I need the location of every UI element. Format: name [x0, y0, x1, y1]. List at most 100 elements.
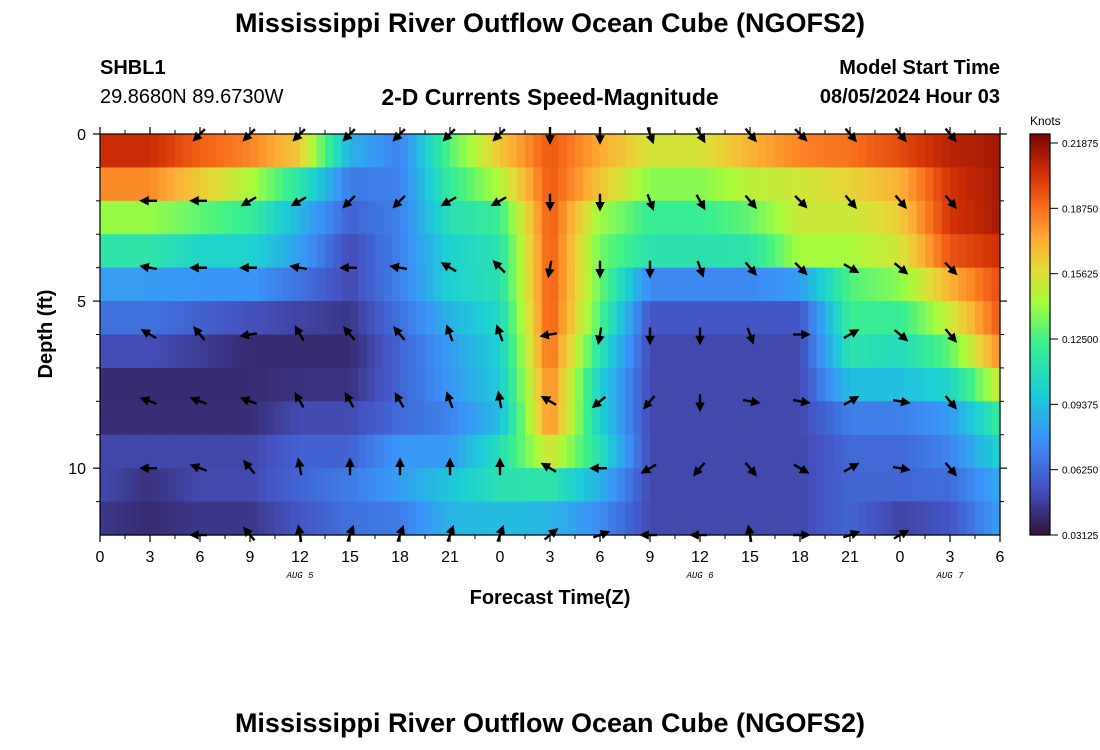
heatmap-cell: [208, 267, 218, 302]
heatmap-cell: [725, 501, 734, 536]
heatmap-cell: [375, 234, 384, 269]
heatmap-cell: [858, 134, 868, 169]
heatmap-cell: [666, 501, 676, 536]
heatmap-cell: [716, 167, 726, 202]
heatmap-cell: [133, 334, 143, 369]
heatmap-cell: [566, 167, 576, 202]
heatmap-cell: [725, 367, 734, 402]
heatmap-cell: [691, 468, 701, 503]
heatmap-cell: [150, 367, 159, 402]
heatmap-cell: [658, 267, 668, 302]
heatmap-cell: [158, 167, 168, 202]
heatmap-cell: [941, 301, 951, 336]
heatmap-cell: [200, 267, 209, 302]
heatmap-cell: [783, 234, 793, 269]
heatmap-cell: [758, 468, 768, 503]
heatmap-cell: [275, 434, 284, 469]
heatmap-cell: [233, 134, 243, 169]
heatmap-cell: [366, 334, 376, 369]
heatmap-cell: [850, 200, 859, 235]
x-tick-label: 18: [391, 549, 409, 566]
heatmap-cell: [200, 301, 209, 336]
heatmap-cell: [508, 367, 518, 402]
heatmap-cell: [658, 501, 668, 536]
heatmap-cell: [733, 167, 743, 202]
heatmap-cell: [666, 234, 676, 269]
heatmap-cell: [791, 301, 801, 336]
heatmap-cell: [650, 234, 659, 269]
heatmap-cell: [741, 200, 751, 235]
heatmap-cell: [541, 501, 551, 536]
heatmap-cell: [891, 501, 901, 536]
current-vector-arrow: [139, 396, 158, 406]
heatmap-cell: [525, 301, 534, 336]
heatmap-cell: [983, 200, 993, 235]
heatmap-cell: [658, 401, 668, 436]
heatmap-cell: [958, 301, 968, 336]
heatmap-cell: [791, 367, 801, 402]
heatmap-cell: [983, 301, 993, 336]
heatmap-cell: [175, 167, 184, 202]
heatmap-cell: [158, 434, 168, 469]
heatmap-cell: [725, 434, 734, 469]
heatmap-cell: [633, 267, 643, 302]
heatmap-cell: [908, 234, 918, 269]
model-start-value: 08/05/2024 Hour 03: [819, 86, 1000, 108]
heatmap-cell: [291, 200, 301, 235]
heatmap-cell: [233, 501, 243, 536]
current-vector-arrow: [445, 324, 455, 342]
heatmap-cell: [300, 401, 309, 436]
heatmap-cell: [316, 501, 326, 536]
heatmap-cell: [191, 200, 201, 235]
heatmap-cell: [416, 134, 426, 169]
heatmap-cell: [458, 401, 468, 436]
heatmap-cell: [533, 401, 543, 436]
heatmap-cell: [225, 301, 234, 336]
heatmap-cell: [475, 301, 484, 336]
heatmap-cell: [408, 301, 418, 336]
heatmap-cell: [533, 167, 543, 202]
heatmap-cell: [433, 501, 443, 536]
heatmap-cell: [941, 401, 951, 436]
heatmap-cell: [791, 167, 801, 202]
heatmap-cell: [158, 401, 168, 436]
heatmap-cell: [108, 301, 118, 336]
heatmap-cell: [908, 267, 918, 302]
heatmap-cell: [783, 267, 793, 302]
heatmap-cell: [708, 334, 718, 369]
heatmap-cell: [666, 434, 676, 469]
heatmap-cell: [966, 401, 976, 436]
heatmap-cell: [566, 267, 576, 302]
heatmap-cell: [308, 367, 318, 402]
heatmap-cell: [833, 167, 843, 202]
heatmap-cell: [466, 334, 476, 369]
heatmap-cell: [458, 134, 468, 169]
heatmap-cell: [741, 134, 751, 169]
heatmap-cell: [300, 200, 309, 235]
heatmap-cell: [933, 468, 943, 503]
heatmap-cell: [991, 167, 1001, 202]
heatmap-cell: [158, 367, 168, 402]
heatmap-cell: [233, 434, 243, 469]
heatmap-cell: [566, 401, 576, 436]
heatmap-cell: [983, 434, 993, 469]
heatmap-cell: [958, 367, 968, 402]
current-vector-arrow: [744, 194, 757, 210]
heatmap-cell: [641, 301, 651, 336]
heatmap-cell: [641, 501, 651, 536]
heatmap-cell: [341, 301, 351, 336]
heatmap-cell: [550, 234, 559, 269]
heatmap-cell: [975, 334, 984, 369]
heatmap-cell: [141, 134, 151, 169]
heatmap-cell: [383, 234, 393, 269]
heatmap-cell: [983, 367, 993, 402]
current-vector-arrow: [843, 395, 860, 406]
heatmap-cell: [691, 301, 701, 336]
heatmap-cell: [491, 401, 501, 436]
heatmap-cell: [208, 468, 218, 503]
heatmap-cell: [450, 267, 459, 302]
heatmap-cell: [816, 234, 826, 269]
heatmap-cell: [241, 334, 251, 369]
heatmap-cell: [550, 167, 559, 202]
heatmap-cell: [400, 334, 409, 369]
